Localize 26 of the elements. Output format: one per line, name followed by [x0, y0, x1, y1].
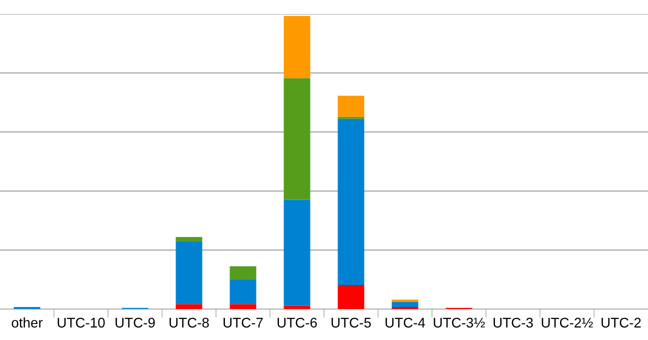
bar [176, 241, 202, 304]
bar [338, 285, 364, 310]
x-tick-label: UTC-7 [224, 318, 263, 328]
x-tick-label: UTC-2½ [542, 318, 593, 328]
bar [392, 302, 418, 308]
x-tick-label: UTC-2 [602, 318, 641, 328]
x-tick-label: UTC-6 [278, 318, 317, 328]
bar [230, 266, 256, 280]
bar [176, 236, 202, 242]
bar [230, 304, 256, 310]
x-tick-label: UTC-10 [58, 318, 105, 328]
x-tick-label: other [12, 317, 43, 328]
x-tick-label: UTC-4 [386, 318, 426, 328]
bar [284, 78, 310, 200]
bar [230, 279, 256, 304]
x-tick-label: UTC-9 [116, 318, 155, 328]
x-tick-label: UTC-3½ [434, 318, 485, 328]
bar [176, 304, 202, 310]
bar [284, 306, 310, 310]
bar [338, 118, 364, 286]
x-tick-label: UTC-3 [494, 318, 533, 328]
x-tick-label: UTC-8 [170, 318, 209, 328]
bar [338, 96, 364, 117]
bar [284, 200, 310, 306]
bar [284, 16, 310, 78]
x-tick-label: UTC-5 [332, 318, 371, 328]
